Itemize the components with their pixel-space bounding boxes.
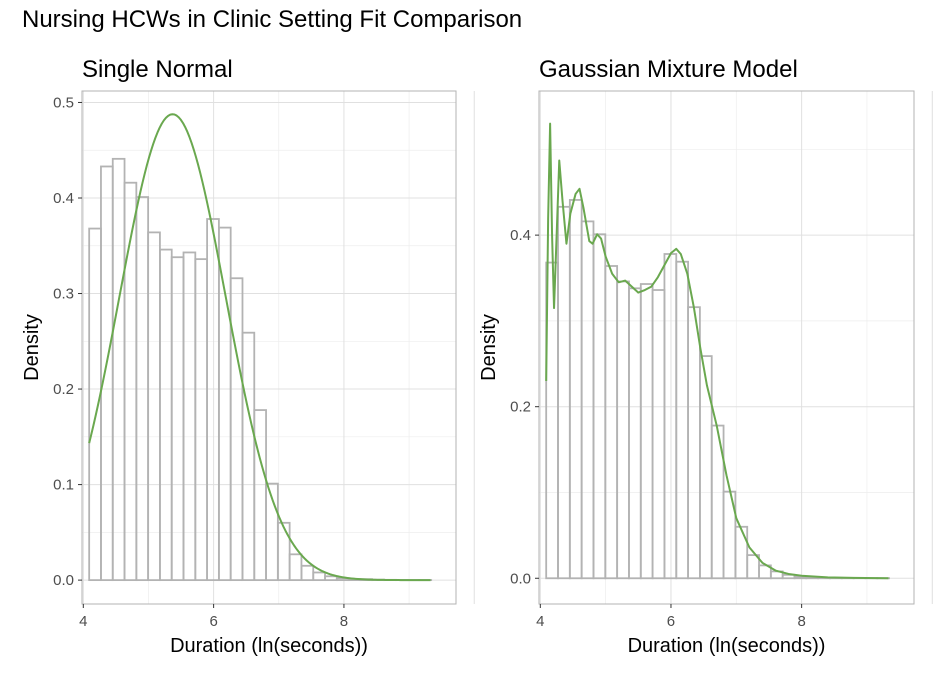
histogram-bar — [580, 220, 595, 580]
histogram-bar — [217, 226, 232, 582]
x-tick-label: 4 — [79, 613, 87, 630]
x-tick-label: 6 — [667, 613, 675, 630]
histogram-bar — [241, 331, 256, 582]
x-tick-label: 6 — [209, 613, 217, 630]
grid-lines — [82, 91, 475, 604]
fit-line — [88, 113, 431, 582]
axis-ticks: 4 6 8 0.0 0.1 0.2 0.3 0.4 0.5 — [53, 94, 348, 630]
histogram-bar — [229, 277, 244, 582]
histogram — [88, 157, 433, 582]
histogram-bar — [651, 289, 666, 580]
histogram-bar — [100, 165, 114, 582]
main-title: Nursing HCWs in Clinic Setting Fit Compa… — [22, 6, 523, 33]
histogram-bar — [628, 287, 642, 580]
histogram-bar — [276, 521, 291, 582]
y-tick-label: 0.2 — [53, 381, 74, 398]
histogram-bar — [88, 227, 102, 582]
histogram-bar — [663, 253, 678, 580]
y-tick-label: 0.3 — [53, 286, 74, 303]
histogram-bar — [159, 248, 173, 582]
x-axis-label: Duration (ln(seconds)) — [628, 635, 826, 657]
histogram-bar — [699, 355, 713, 580]
histogram-bar — [557, 205, 571, 580]
histogram-bar — [206, 218, 220, 582]
histogram-bar — [324, 575, 338, 582]
histogram — [545, 199, 891, 580]
x-tick-label: 8 — [797, 613, 805, 630]
y-tick-label: 0.5 — [53, 94, 74, 111]
histogram-bar — [616, 280, 630, 580]
x-tick-label: 8 — [340, 613, 348, 630]
panel-border — [81, 90, 457, 605]
histogram-bar — [182, 251, 197, 582]
histogram-bar — [300, 564, 315, 582]
panel-title: Gaussian Mixture Model — [539, 56, 798, 83]
y-tick-label: 0.1 — [53, 477, 74, 494]
fit-line — [545, 122, 889, 580]
histogram-bar — [147, 231, 161, 582]
histogram-bar — [253, 409, 267, 582]
histogram-bar — [734, 525, 749, 580]
axis-ticks: 4 6 8 0.0 0.2 0.4 — [510, 227, 806, 630]
panel-gaussian-mixture: Gaussian Mixture Model 4 6 8 0.0 0.2 0.4 Durati… — [478, 56, 933, 657]
histogram-bar — [675, 260, 689, 580]
panel-single-normal: Single Normal 4 6 8 0.0 0.1 0.2 0.3 0.4 0.5 Durati… — [21, 56, 475, 657]
y-tick-label: 0.2 — [510, 399, 531, 416]
x-tick-label: 4 — [536, 613, 544, 630]
y-tick-label: 0.4 — [510, 227, 531, 244]
panel-title: Single Normal — [82, 56, 233, 83]
histogram-bar — [604, 265, 619, 580]
panel-border — [538, 90, 915, 605]
y-tick-label: 0.0 — [53, 572, 74, 589]
y-axis-label: Density — [478, 314, 500, 381]
histogram-bar — [288, 553, 303, 582]
x-axis-label: Duration (ln(seconds)) — [170, 635, 368, 657]
y-tick-label: 0.0 — [510, 570, 531, 587]
histogram-bar — [687, 306, 701, 580]
histogram-bar — [194, 258, 208, 582]
y-tick-label: 0.4 — [53, 190, 74, 207]
histogram-bar — [170, 256, 185, 582]
y-axis-label: Density — [21, 314, 43, 381]
histogram-bar — [639, 283, 654, 580]
histogram-bar — [746, 554, 760, 580]
histogram-bar — [568, 199, 583, 580]
histogram-bar — [312, 571, 326, 582]
histogram-bar — [111, 157, 126, 582]
